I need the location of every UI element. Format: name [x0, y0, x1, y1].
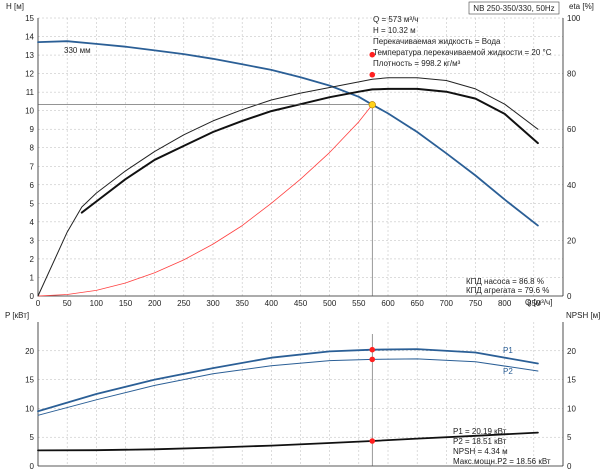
y-tick-label-head: 7 [30, 162, 35, 171]
y-tick-label-head: 11 [26, 88, 35, 97]
info-line: Плотность = 998.2 кг/м³ [373, 59, 461, 68]
efficiency-marker [369, 51, 376, 58]
efficiency-marker [369, 71, 376, 78]
eta_pump-curve [37, 77, 539, 297]
x-tick-label: 250 [177, 299, 191, 308]
y-tick-label-head: 1 [30, 273, 35, 282]
chart-layer: 0 50 100 150 200 250 300 350 400 450 500 550 600 650 7… [25, 14, 581, 471]
x-tick-label: 800 [498, 299, 512, 308]
power-curve-label-p2: P2 [503, 367, 513, 376]
y-tick-label-power: 15 [25, 376, 34, 385]
H-curve [37, 40, 539, 227]
x-tick-label: 350 [235, 299, 249, 308]
info-line: H = 10.32 м [373, 26, 416, 35]
info-line: Перекачиваемая жидкость = Вода [373, 37, 501, 46]
y-tick-label-power: 20 [25, 347, 34, 356]
x-tick-label: 500 [323, 299, 337, 308]
y-tick-label-eta: 0 [567, 292, 572, 301]
x-tick-label: 100 [90, 299, 104, 308]
P2-curve [37, 358, 539, 416]
y-tick-label-npsh: 15 [567, 376, 576, 385]
power-info-line: P1 = 20.19 кВт [453, 427, 507, 436]
y-tick-label-eta: 40 [567, 181, 576, 190]
power-info-line: Макс.мощн.P2 = 18.56 кВт [453, 457, 551, 466]
info-line: Температура перекачиваемой жидкости = 20… [373, 48, 552, 57]
y-axis-label-head: H [м] [6, 2, 24, 11]
y-tick-label-head: 10 [25, 107, 34, 116]
y-tick-label-npsh: 10 [567, 404, 576, 413]
x-tick-label: 150 [119, 299, 133, 308]
efficiency-line: КПД агрегата = 79.6 % [466, 286, 549, 295]
x-tick-label: 850 [527, 299, 541, 308]
x-tick-label: 50 [63, 299, 72, 308]
power-marker [369, 438, 376, 444]
x-tick-label: 750 [469, 299, 483, 308]
x-tick-label: 450 [294, 299, 308, 308]
efficiency-line: КПД насоса = 86.8 % [466, 277, 544, 286]
power-info-line: P2 = 18.51 кВт [453, 437, 507, 446]
power-marker [369, 346, 376, 353]
eta_unit-curve [80, 87, 539, 214]
y-tick-label-head: 3 [30, 236, 35, 245]
power-curve-label-p1: P1 [503, 346, 513, 355]
x-tick-label: 400 [265, 299, 279, 308]
y-tick-label-power: 10 [25, 404, 34, 413]
y-tick-label-power: 5 [30, 433, 35, 442]
y-tick-label-npsh: 0 [567, 462, 572, 471]
curve-diameter-label: 330 мм [64, 46, 91, 55]
y-tick-label-head: 12 [25, 70, 34, 79]
y-tick-label-head: 5 [30, 199, 35, 208]
y-tick-label-head: 8 [30, 144, 35, 153]
y-tick-label-head: 4 [30, 218, 35, 227]
y-tick-label-head: 9 [30, 125, 35, 134]
y-tick-label-head: 13 [25, 51, 34, 60]
y-tick-label-eta: 100 [567, 14, 581, 23]
y-tick-label-eta: 80 [567, 70, 576, 79]
x-tick-label: 200 [148, 299, 162, 308]
y-axis-label-eta: eta [%] [569, 2, 594, 11]
x-tick-label: 300 [206, 299, 220, 308]
power-marker [369, 356, 376, 363]
x-axis-label: Q [м³/ч] [525, 298, 552, 307]
operating-point-marker [368, 101, 376, 109]
y-tick-label-head: 14 [25, 33, 34, 42]
y-tick-label-head: 2 [30, 255, 35, 264]
x-tick-label: 0 [36, 299, 41, 308]
x-tick-label: 650 [410, 299, 424, 308]
y-tick-label-head: 15 [25, 14, 34, 23]
chart-title-box [468, 1, 560, 15]
y-tick-label-power: 0 [30, 462, 35, 471]
y-tick-label-npsh: 5 [567, 433, 572, 442]
NPSH-curve [37, 431, 539, 452]
y-tick-label-head: 0 [30, 292, 35, 301]
chart-title: NB 250-350/330, 50Hz [473, 4, 554, 13]
P1-curve [37, 348, 539, 413]
y-axis-label-npsh: NPSH [м] [566, 311, 600, 320]
system-curve [37, 104, 373, 297]
y-tick-label-npsh: 20 [567, 347, 576, 356]
y-axis-label-power: P [кВт] [5, 311, 29, 320]
x-tick-label: 550 [352, 299, 366, 308]
info-line: Q = 573 м³/ч [373, 15, 418, 24]
y-tick-label-eta: 20 [567, 236, 576, 245]
y-tick-label-eta: 60 [567, 125, 576, 134]
power-info-line: NPSH = 4.34 м [453, 447, 508, 456]
x-tick-label: 600 [381, 299, 395, 308]
y-tick-label-head: 6 [30, 181, 35, 190]
x-tick-label: 700 [440, 299, 454, 308]
